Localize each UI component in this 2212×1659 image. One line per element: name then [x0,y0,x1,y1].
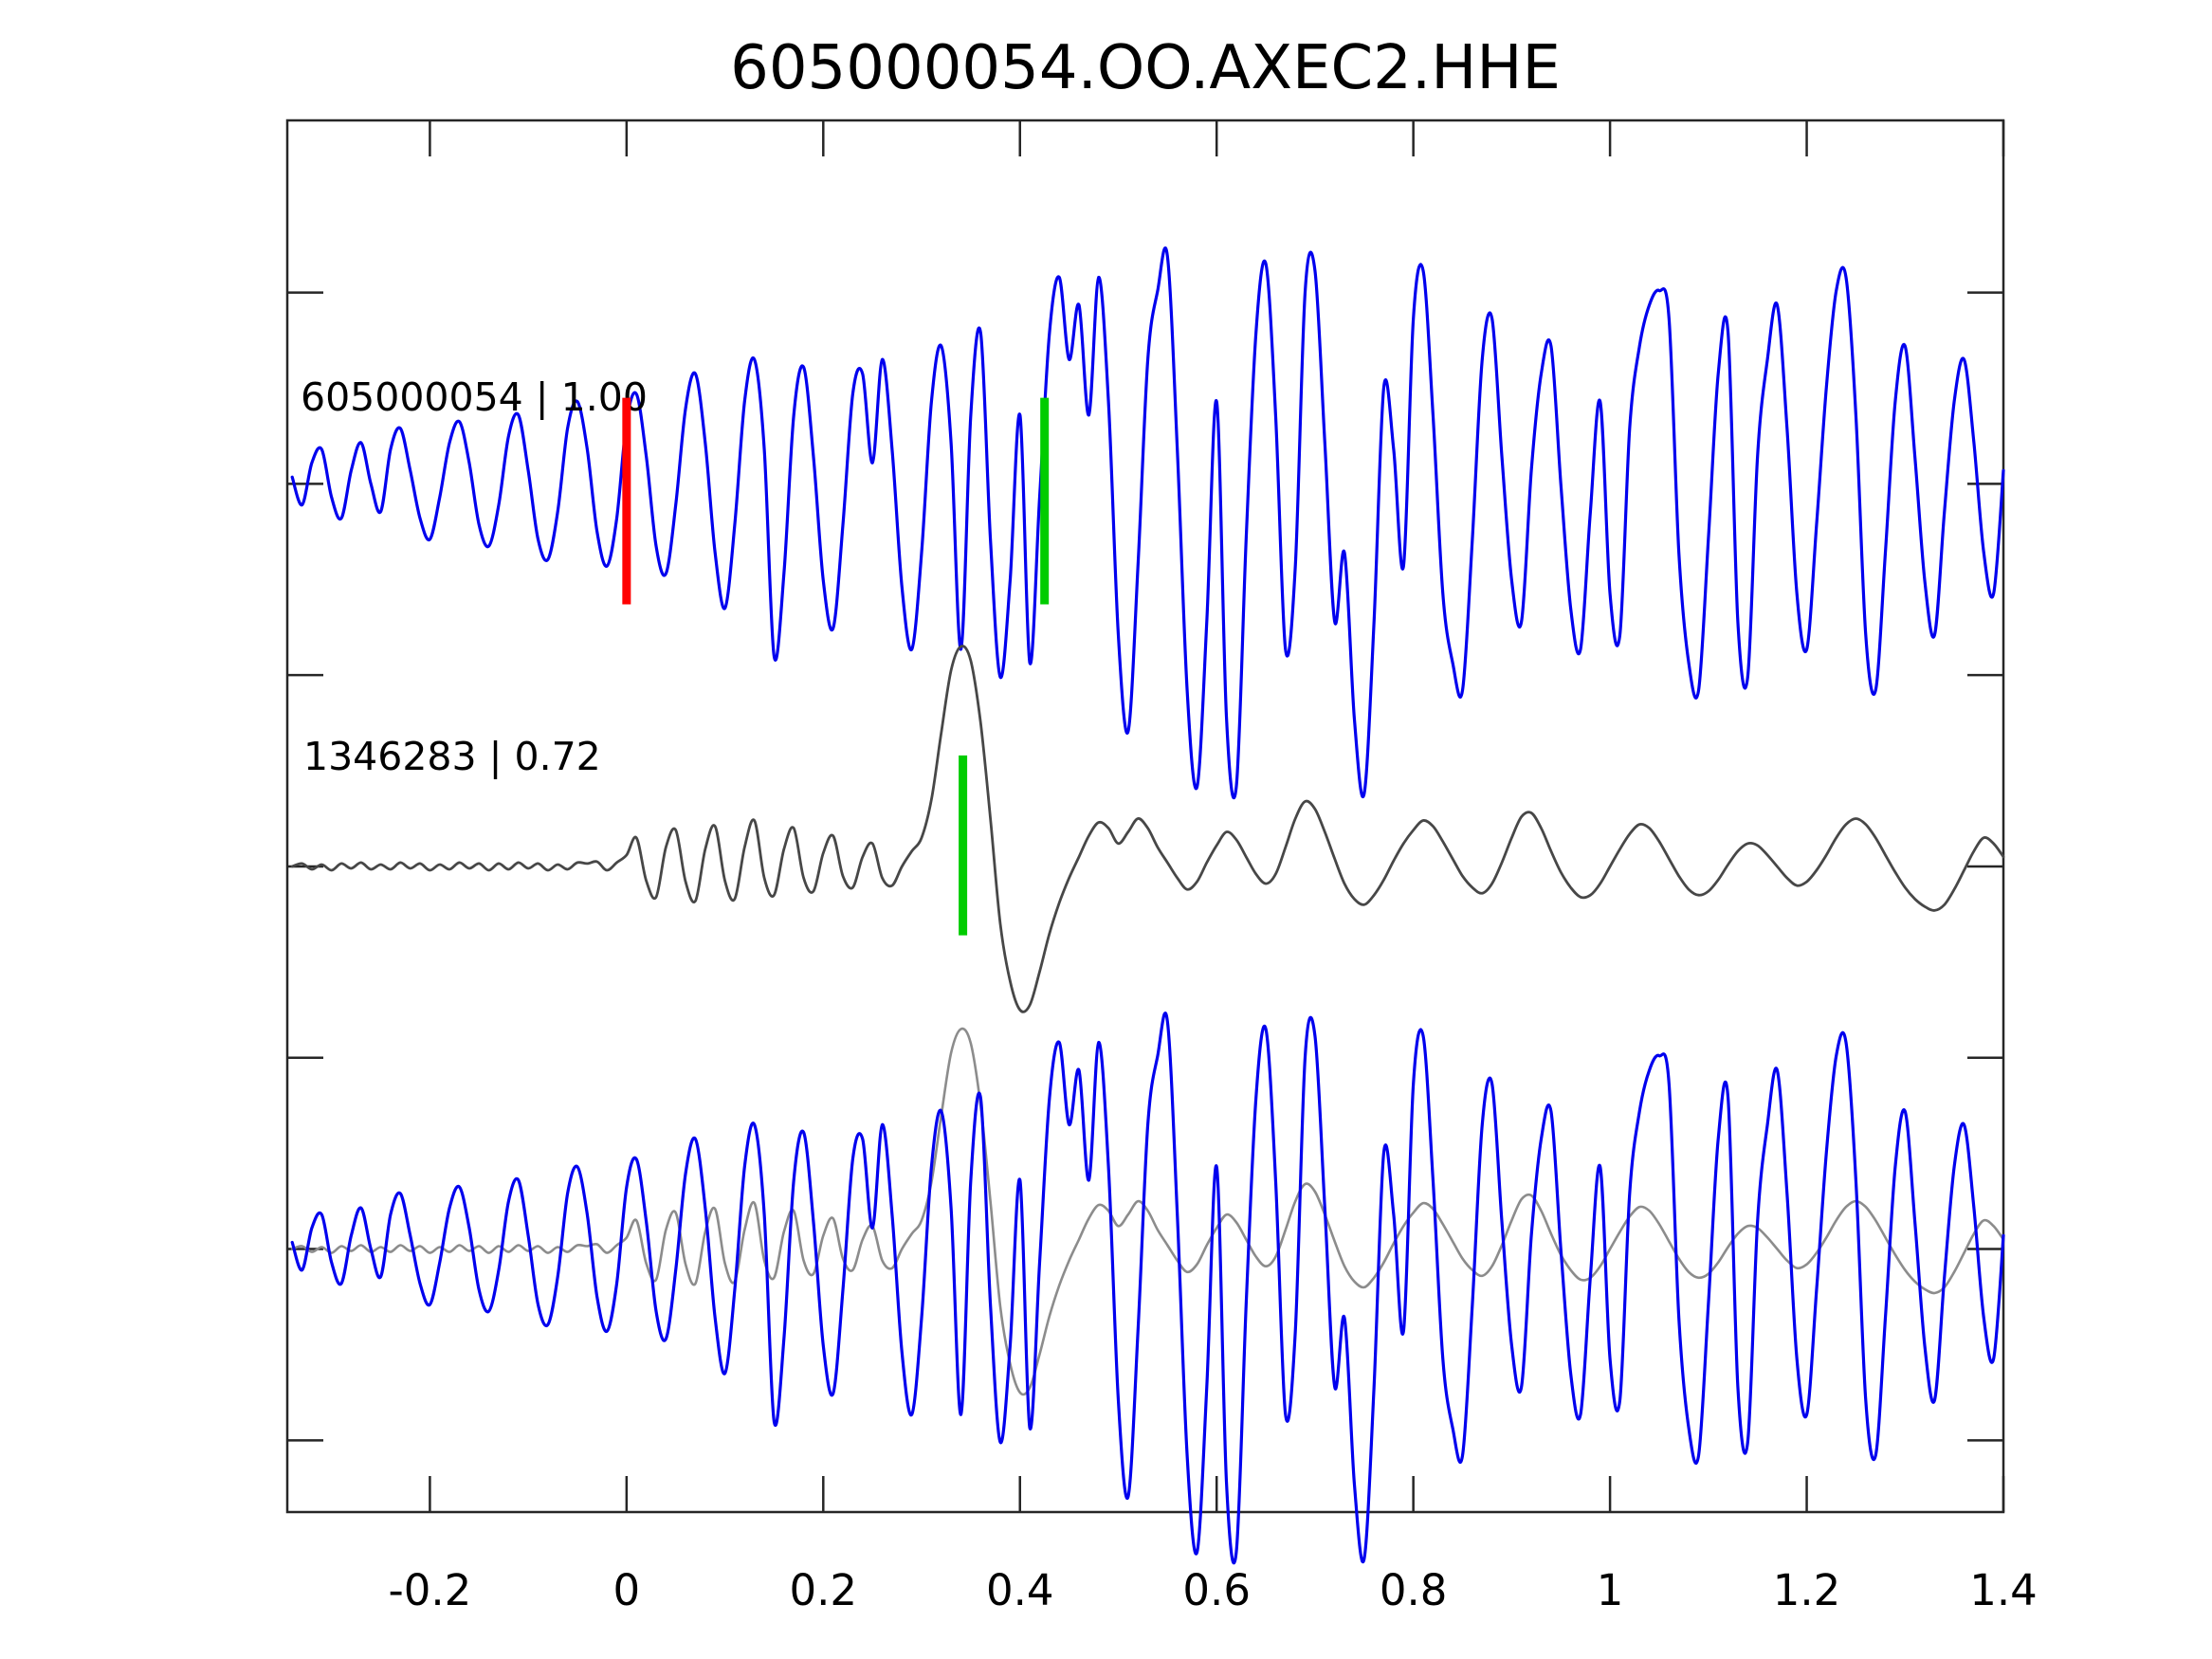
x-tick-label: 0.8 [1380,1565,1448,1615]
x-tick-labels: -0.2 0 0.2 0.4 0.6 0.8 1 1.2 1.4 [388,1565,2037,1615]
trace-overlay-row-detection [290,1012,2005,1565]
x-tick-label: 1 [1597,1565,1624,1615]
x-tick-label: 1.4 [1969,1565,2038,1615]
markers-group [622,397,1050,936]
x-tick-label: 0 [613,1565,641,1615]
trace-overlay-row-template [290,1027,2005,1396]
x-tick-label: -0.2 [388,1565,471,1615]
axes-frame [285,118,2005,1514]
plot-frame [285,118,2005,1514]
x-ticks [429,120,2005,1512]
x-tick-label: 0.2 [790,1565,858,1615]
traces-group [290,246,2005,1565]
detection-trace-label: 605000054 | 1.00 [301,374,648,420]
trace-detection-row-detection [290,246,2005,800]
trace-template-row-template [290,645,2005,1013]
x-tick-label: 1.2 [1773,1565,1841,1615]
chart-title: 605000054.OO.AXEC2.HHE [730,33,1561,103]
x-tick-label: 0.6 [1182,1565,1251,1615]
template-trace-label: 1346283 | 0.72 [303,734,601,779]
y-ticks [287,291,2003,1442]
x-tick-label: 0.4 [986,1565,1054,1615]
